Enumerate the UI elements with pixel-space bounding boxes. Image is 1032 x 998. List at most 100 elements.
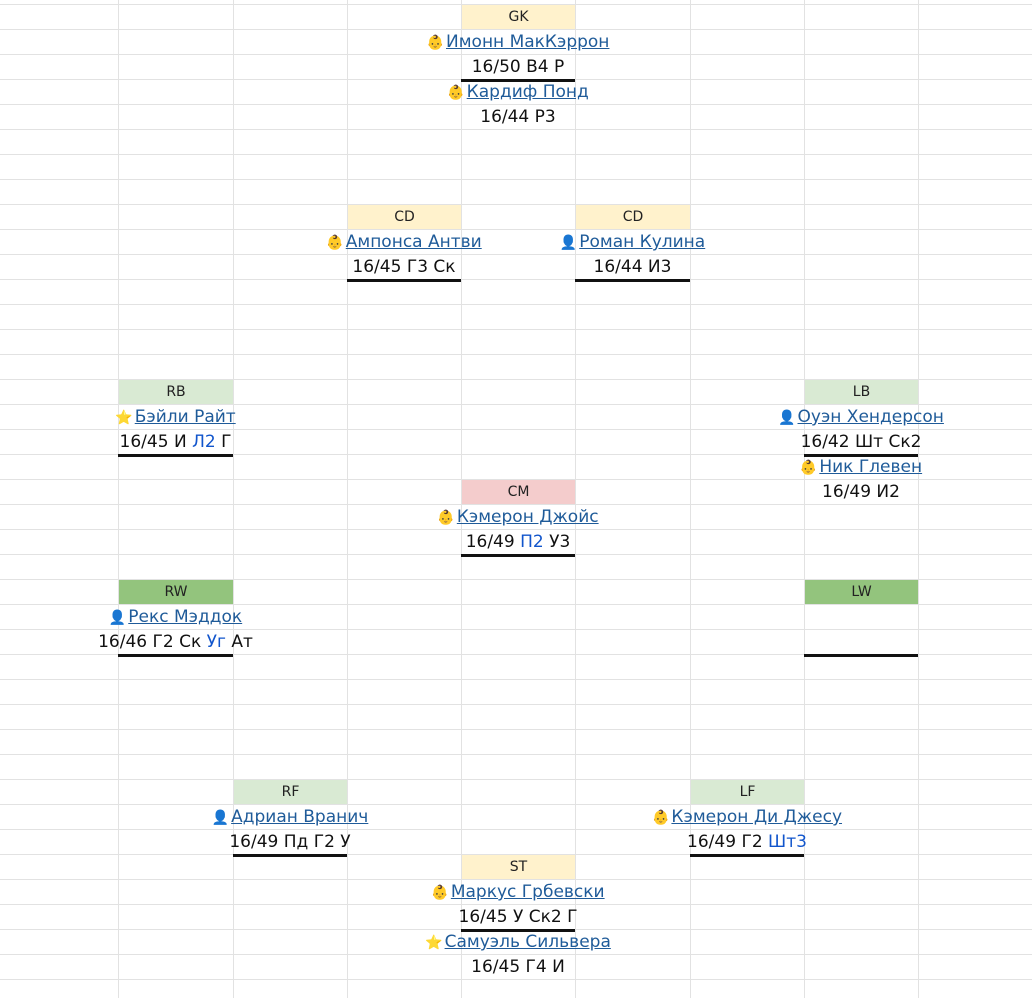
stat: Г2 xyxy=(152,632,174,652)
player-row: ⭐ Бэйли Райт xyxy=(6,405,346,430)
stat: 16/49 xyxy=(465,532,515,552)
stat: В4 xyxy=(526,57,549,77)
stat: Ск xyxy=(433,257,456,277)
divider xyxy=(461,79,575,82)
player-row: 👶 Кэмерон Ди Джесу xyxy=(577,805,917,830)
position-header: LW xyxy=(805,580,918,604)
grid-line xyxy=(461,0,462,998)
grid-line xyxy=(690,0,691,998)
player-name[interactable]: Рекс Мэддок xyxy=(128,607,243,627)
player-name[interactable]: Кэмерон Ди Джесу xyxy=(671,807,843,827)
player-icon: 👤 xyxy=(778,410,796,426)
position-header: CM xyxy=(462,480,575,504)
player-row: 👶 Имонн МакКэррон xyxy=(348,30,688,55)
player-row: 👤 Адриан Вранич xyxy=(120,805,460,830)
player-stats: 16/49 И2 xyxy=(691,480,1031,505)
position-header: CD xyxy=(348,205,461,229)
divider xyxy=(461,554,575,557)
player-name[interactable]: Имонн МакКэррон xyxy=(446,32,610,52)
player-stats: 16/49 П2 У3 xyxy=(348,530,688,555)
player-name[interactable]: Кардиф Понд xyxy=(466,82,589,102)
player-stats: 16/45 У Ск2 Г xyxy=(348,905,688,930)
divider xyxy=(233,854,347,857)
stat: 16/49 xyxy=(822,482,872,502)
player-icon: 👤 xyxy=(108,610,127,626)
player-stats: 16/46 Г2 Ск Уг Ат xyxy=(6,630,346,655)
stat: 16/45 xyxy=(471,957,521,977)
player-icon: ⭐ xyxy=(425,935,443,951)
player-icon: 👶 xyxy=(651,810,670,826)
player-stats: 16/42 Шт Ск2 xyxy=(691,430,1031,455)
position-header: ST xyxy=(462,855,575,879)
stat: 16/46 xyxy=(98,632,148,652)
player-name[interactable]: Маркус Грбевски xyxy=(450,882,605,902)
player-name[interactable]: Оуэн Хендерсон xyxy=(797,407,944,427)
divider xyxy=(804,454,918,457)
player-name[interactable]: Адриан Вранич xyxy=(231,807,369,827)
player-row: 👶 Кардиф Понд xyxy=(348,80,688,105)
player-icon: 👶 xyxy=(437,510,455,526)
player-stats: 16/49 Пд Г2 У xyxy=(120,830,460,855)
player-row: 👶 Кэмерон Джойс xyxy=(348,505,688,530)
stat: И3 xyxy=(647,257,672,277)
position-header: CD xyxy=(576,205,690,229)
player-stats: 16/50 В4 Р xyxy=(348,55,688,80)
player-row: 👶 Ампонса Антви xyxy=(234,230,574,255)
stat: Г4 xyxy=(525,957,547,977)
position-header: GK xyxy=(462,5,575,29)
player-row: ⭐ Самуэль Сильвера xyxy=(348,930,688,955)
stat: Г2 xyxy=(313,832,335,852)
stat: Г3 xyxy=(406,257,429,277)
stat: Ск xyxy=(179,632,202,652)
player-icon: ⭐ xyxy=(115,410,133,426)
grid-line xyxy=(118,0,119,998)
stat: 16/44 xyxy=(480,107,530,127)
player-stats: 16/44 И3 xyxy=(463,255,803,280)
stat: 16/50 xyxy=(471,57,521,77)
stat: И2 xyxy=(876,482,900,502)
stat: Ат xyxy=(231,632,253,652)
divider xyxy=(118,654,233,657)
stat: Р xyxy=(554,57,565,77)
stat: 16/42 xyxy=(800,432,850,452)
player-row: 👤 Роман Кулина xyxy=(463,230,803,255)
player-name[interactable]: Ампонса Антви xyxy=(345,232,482,252)
divider xyxy=(347,279,461,282)
player-icon: 👶 xyxy=(326,235,344,251)
stat: 16/45 xyxy=(352,257,402,277)
stat: Ск2 xyxy=(528,907,562,927)
stat: И xyxy=(173,432,187,452)
player-icon: 👤 xyxy=(211,810,230,826)
player-stats: 16/45 Г4 И xyxy=(348,955,688,980)
player-icon: 👶 xyxy=(426,35,444,51)
player-stats: 16/49 Г2 Шт3 xyxy=(577,830,917,855)
player-name[interactable]: Самуэль Сильвера xyxy=(444,932,611,952)
stat: У xyxy=(512,907,524,927)
divider xyxy=(804,654,918,657)
divider xyxy=(461,929,575,932)
player-stats: 16/44 Р3 xyxy=(348,105,688,130)
stat: У3 xyxy=(549,532,571,552)
stat: Пд xyxy=(283,832,309,852)
player-icon: 👶 xyxy=(447,85,465,101)
grid-line xyxy=(233,0,234,998)
player-name[interactable]: Ник Глевен xyxy=(819,457,923,477)
position-header: LB xyxy=(805,380,918,404)
stat: Р3 xyxy=(534,107,556,127)
grid-line xyxy=(575,0,576,998)
stat: Г xyxy=(221,432,232,452)
stat: Г2 xyxy=(741,832,763,852)
player-icon: 👶 xyxy=(799,460,818,476)
stat: Л2 xyxy=(192,432,216,452)
player-stats: 16/45 Г3 Ск xyxy=(234,255,574,280)
player-name[interactable]: Кэмерон Джойс xyxy=(456,507,599,527)
player-name[interactable]: Роман Кулина xyxy=(579,232,706,252)
stat: Ск2 xyxy=(888,432,922,452)
player-name[interactable]: Бэйли Райт xyxy=(134,407,236,427)
stat: Шт xyxy=(854,432,884,452)
stat: П2 xyxy=(520,532,544,552)
player-icon: 👶 xyxy=(431,885,449,901)
player-row: 👤 Оуэн Хендерсон xyxy=(691,405,1031,430)
stat: 16/45 xyxy=(119,432,169,452)
